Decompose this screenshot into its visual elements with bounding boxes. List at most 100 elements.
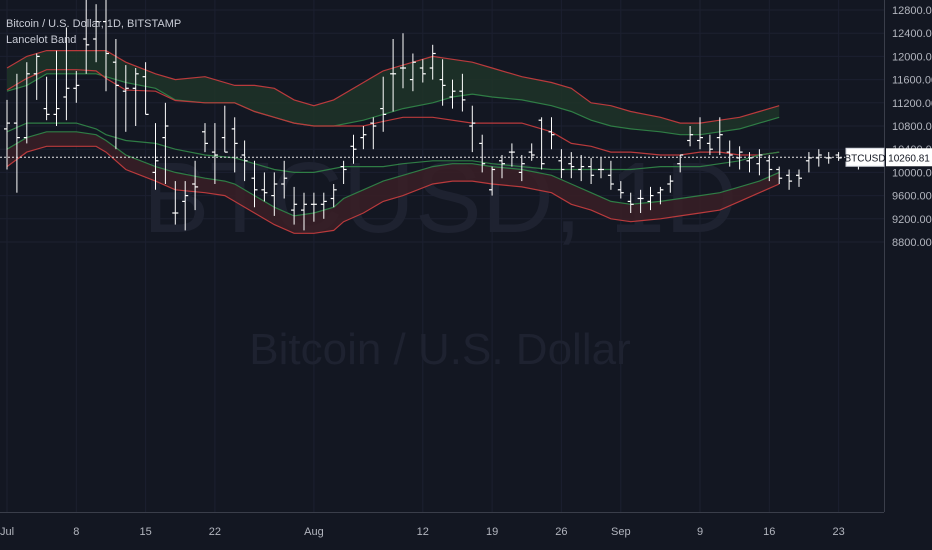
ohlc-bar-23	[231, 117, 238, 173]
ohlc-bar-40	[400, 33, 406, 89]
ohlc-bar-62	[617, 181, 624, 199]
time-tick-0: Jul	[0, 526, 14, 538]
ohlc-bar-43	[429, 44, 436, 80]
ohlc-bar-20	[202, 123, 208, 153]
time-tick-11: 23	[832, 526, 844, 538]
ohlc-bar-82	[815, 149, 822, 167]
time-tick-1: 8	[73, 526, 79, 538]
ohlc-bar-67	[667, 175, 674, 193]
ohlc-bar-34	[340, 160, 347, 184]
ohlc-bar-30	[301, 192, 307, 231]
price-tick-2: 9600.00	[892, 191, 932, 203]
time-tick-6: 19	[486, 526, 498, 538]
ohlc-bar-74	[736, 146, 743, 170]
ohlc-bar-64	[637, 189, 644, 213]
time-tick-9: 9	[697, 526, 703, 538]
ohlc-bar-52	[518, 155, 525, 182]
chart-title[interactable]: Bitcoin / U.S. Dollar, 1D, BITSTAMP	[6, 18, 182, 30]
ohlc-bar-32	[320, 192, 327, 219]
chart-legend: Bitcoin / U.S. Dollar, 1D, BITSTAMP Lanc…	[6, 16, 181, 48]
ohlc-bar-73	[726, 140, 733, 167]
ohlc-bar-79	[786, 169, 793, 190]
ohlc-bar-60	[598, 157, 604, 179]
ohlc-bar-11	[112, 39, 119, 150]
ohlc-bar-76	[756, 149, 763, 176]
ohlc-bar-58	[578, 155, 585, 182]
indicator-name[interactable]: Lancelot Band	[6, 34, 77, 46]
ohlc-bar-57	[568, 152, 575, 179]
price-tick-3: 10000.00	[892, 167, 932, 179]
time-tick-8: Sep	[611, 526, 631, 538]
symbol-tag: BTCUSD	[844, 153, 885, 164]
ohlc-bar-37	[370, 117, 377, 150]
ohlc-bar-54	[538, 117, 545, 170]
ohlc-bar-75	[746, 152, 753, 173]
ohlc-bar-35	[350, 134, 357, 164]
ohlc-bar-14	[142, 62, 149, 116]
ohlc-bar-41	[409, 53, 416, 92]
ohlc-bar-8	[83, 0, 90, 74]
ohlc-bar-16	[162, 102, 169, 184]
price-tag: 10260.81	[888, 153, 930, 164]
symbol-price-tag: BTCUSD 10260.81	[844, 147, 932, 167]
price-axis-background	[884, 0, 932, 550]
ohlc-bar-44	[439, 59, 446, 106]
ohlc-bar-77	[766, 155, 773, 182]
price-tick-6: 11200.00	[892, 98, 932, 110]
ohlc-bar-0	[4, 99, 10, 170]
ohlc-bar-71	[706, 134, 713, 155]
time-tick-2: 15	[139, 526, 151, 538]
ohlc-bar-31	[310, 192, 317, 222]
price-tick-7: 11600.00	[892, 75, 932, 87]
ohlc-bar-5	[53, 50, 60, 126]
ohlc-bar-84	[835, 152, 842, 161]
ohlc-bar-7	[73, 70, 80, 103]
ohlc-bar-47	[469, 105, 476, 153]
ohlc-bar-53	[528, 143, 535, 161]
ohlc-bar-69	[687, 126, 694, 147]
price-tick-1: 9200.00	[892, 214, 932, 226]
ohlc-bar-83	[825, 152, 832, 164]
price-tick-10: 12800.00	[892, 5, 932, 17]
ohlc-bar-46	[459, 73, 466, 112]
time-tick-5: 12	[417, 526, 429, 538]
ohlc-bar-10	[103, 0, 109, 92]
ohlc-bar-78	[776, 166, 783, 184]
ohlc-bar-56	[558, 149, 565, 179]
ohlc-bar-42	[419, 59, 426, 83]
price-axis[interactable]: 8800.009200.009600.0010000.0010400.00108…	[892, 5, 932, 249]
ohlc-bar-26	[261, 172, 268, 202]
ohlc-bar-18	[182, 181, 189, 231]
ohlc-bar-65	[647, 186, 654, 211]
watermark-name: Bitcoin / U.S. Dollar	[249, 325, 630, 374]
ohlc-bar-25	[251, 160, 258, 208]
ohlc-bar-15	[152, 123, 159, 190]
ohlc-bar-38	[380, 76, 387, 132]
time-axis[interactable]: Jul 8 15 22 Aug 12 19 26 Sep 9 16 23	[0, 526, 845, 538]
ohlc-bar-66	[657, 186, 664, 205]
ohlc-bar-45	[449, 79, 456, 109]
ohlc-bar-19	[192, 160, 199, 211]
ohlc-bar-27	[271, 172, 278, 216]
ohlc-bar-55	[548, 117, 555, 150]
ohlc-bar-80	[796, 169, 802, 187]
candles	[4, 0, 862, 231]
price-tick-5: 10800.00	[892, 121, 932, 133]
band-lower-green-line	[6, 131, 780, 217]
ohlc-bar-36	[360, 126, 367, 150]
band-upper-green-line	[6, 122, 780, 173]
time-tick-3: 22	[209, 526, 221, 538]
price-tick-0: 8800.00	[892, 237, 932, 249]
ohlc-bar-61	[607, 160, 614, 190]
ohlc-bar-49	[489, 166, 496, 196]
lower-band-fill	[7, 131, 780, 234]
ohlc-bar-12	[122, 65, 129, 132]
band-lower-red-line	[6, 145, 780, 234]
ohlc-bar-9	[93, 4, 100, 63]
time-tick-7: 26	[555, 526, 567, 538]
ohlc-bar-24	[241, 140, 248, 182]
ohlc-bar-3	[33, 53, 40, 100]
ohlc-bar-4	[43, 76, 50, 121]
